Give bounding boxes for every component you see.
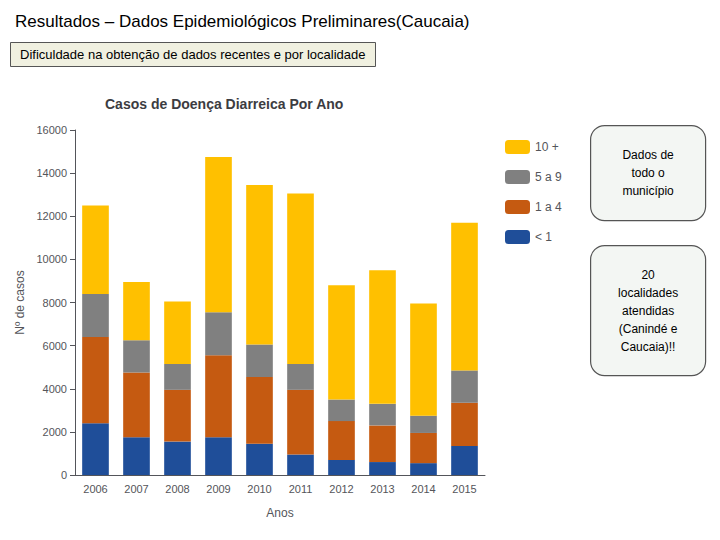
svg-text:14000: 14000 — [36, 167, 67, 179]
svg-text:Resultados – Dados Epidemiológ: Resultados – Dados Epidemiológicos Preli… — [15, 12, 470, 31]
svg-text:2006: 2006 — [83, 483, 107, 495]
svg-text:1 a 4: 1 a 4 — [535, 200, 562, 214]
svg-text:10 +: 10 + — [535, 140, 559, 154]
svg-text:10000: 10000 — [36, 253, 67, 265]
svg-text:todo o: todo o — [631, 166, 665, 180]
svg-text:Anos: Anos — [266, 506, 293, 520]
svg-text:12000: 12000 — [36, 210, 67, 222]
svg-text:Nº de casos: Nº de casos — [13, 270, 27, 334]
svg-text:2015: 2015 — [452, 483, 476, 495]
svg-text:5 a 9: 5 a 9 — [535, 170, 562, 184]
svg-text:20: 20 — [641, 268, 655, 282]
svg-text:Dados de: Dados de — [622, 148, 674, 162]
svg-text:Caucaia)!!: Caucaia)!! — [621, 340, 676, 354]
svg-text:localidades: localidades — [618, 286, 678, 300]
svg-text:2012: 2012 — [329, 483, 353, 495]
svg-text:atendidas: atendidas — [622, 304, 674, 318]
svg-text:2014: 2014 — [411, 483, 435, 495]
svg-text:2000: 2000 — [43, 426, 67, 438]
svg-text:8000: 8000 — [43, 297, 67, 309]
svg-text:(Canindé e: (Canindé e — [619, 322, 678, 336]
svg-text:2009: 2009 — [206, 483, 230, 495]
svg-text:16000: 16000 — [36, 124, 67, 136]
svg-text:Casos de Doença Diarreica Por: Casos de Doença Diarreica Por Ano — [105, 96, 343, 112]
svg-text:6000: 6000 — [43, 340, 67, 352]
svg-text:4000: 4000 — [43, 383, 67, 395]
svg-text:2010: 2010 — [247, 483, 271, 495]
svg-text:município: município — [622, 184, 674, 198]
svg-text:Dificuldade na obtenção de dad: Dificuldade na obtenção de dados recente… — [20, 47, 365, 62]
svg-text:0: 0 — [61, 469, 67, 481]
svg-text:2008: 2008 — [165, 483, 189, 495]
svg-text:2011: 2011 — [289, 483, 313, 495]
svg-text:2013: 2013 — [370, 483, 394, 495]
svg-text:< 1: < 1 — [535, 230, 552, 244]
svg-text:2007: 2007 — [124, 483, 148, 495]
